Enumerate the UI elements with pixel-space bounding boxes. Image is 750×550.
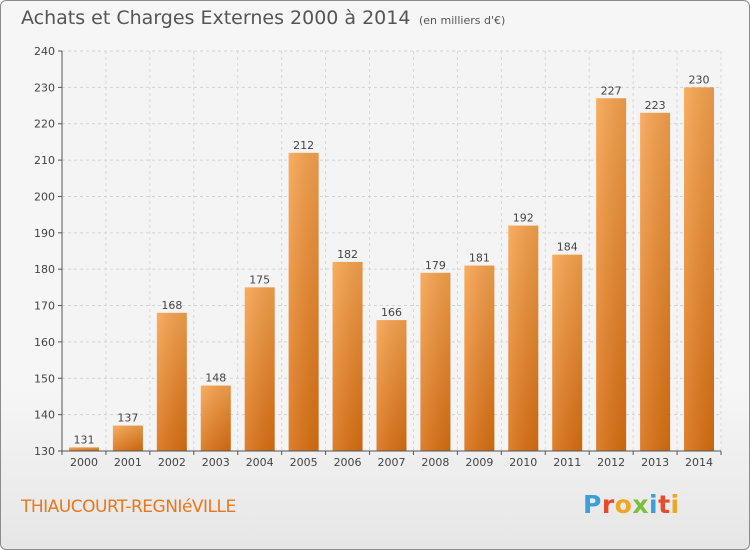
commune-name: THIAUCOURT-REGNIéVILLE bbox=[21, 497, 236, 517]
bar-shade bbox=[464, 265, 495, 451]
x-tick-label: 2000 bbox=[70, 456, 98, 469]
logo-letter: i bbox=[649, 490, 659, 519]
data-label: 137 bbox=[117, 412, 138, 425]
y-tick-label: 170 bbox=[34, 300, 55, 313]
data-label: 223 bbox=[645, 99, 666, 112]
y-tick-label: 130 bbox=[34, 445, 55, 458]
y-tick-label: 230 bbox=[34, 81, 55, 94]
y-tick-label: 150 bbox=[34, 372, 55, 385]
bar-shade bbox=[508, 225, 539, 451]
bar-shade bbox=[552, 254, 583, 451]
chart-title: Achats et Charges Externes 2000 à 2014 bbox=[21, 7, 411, 29]
data-label: 227 bbox=[601, 84, 622, 97]
data-label: 192 bbox=[513, 212, 534, 225]
bar-shade bbox=[420, 272, 451, 451]
y-tick-label: 140 bbox=[34, 409, 55, 422]
data-label: 184 bbox=[557, 241, 578, 254]
logo-letter: i bbox=[670, 490, 680, 519]
logo-letter: P bbox=[583, 490, 602, 519]
data-label: 179 bbox=[425, 259, 446, 272]
bar-shade bbox=[376, 320, 407, 451]
x-tick-label: 2009 bbox=[465, 456, 493, 469]
logo-letter: t bbox=[658, 490, 671, 519]
data-label: 181 bbox=[469, 252, 490, 265]
x-tick-label: 2002 bbox=[158, 456, 186, 469]
x-tick-label: 2014 bbox=[685, 456, 713, 469]
data-label: 148 bbox=[205, 372, 226, 385]
x-tick-label: 2008 bbox=[421, 456, 449, 469]
x-tick-label: 2001 bbox=[114, 456, 142, 469]
logo-letter: x bbox=[632, 490, 649, 519]
bar-shade bbox=[200, 385, 231, 451]
bar-shade bbox=[332, 261, 363, 451]
x-tick-label: 2010 bbox=[509, 456, 537, 469]
x-tick-label: 2005 bbox=[290, 456, 318, 469]
data-label: 166 bbox=[381, 306, 402, 319]
bar-shade bbox=[112, 425, 143, 451]
bar-shade bbox=[244, 287, 275, 451]
bar-shade bbox=[596, 98, 627, 451]
y-tick-label: 200 bbox=[34, 190, 55, 203]
logo-letter: o bbox=[614, 490, 633, 519]
y-tick-label: 180 bbox=[34, 263, 55, 276]
y-tick-label: 160 bbox=[34, 336, 55, 349]
proxiti-logo: Proxiti bbox=[583, 490, 680, 519]
bar-shade bbox=[156, 312, 187, 451]
x-tick-label: 2004 bbox=[246, 456, 274, 469]
x-tick-label: 2003 bbox=[202, 456, 230, 469]
bar-shade bbox=[684, 87, 715, 451]
data-label: 182 bbox=[337, 248, 358, 261]
x-tick-label: 2012 bbox=[597, 456, 625, 469]
x-tick-label: 2006 bbox=[334, 456, 362, 469]
bar-shade bbox=[640, 112, 671, 452]
y-tick-label: 240 bbox=[34, 45, 55, 58]
x-tick-label: 2007 bbox=[378, 456, 406, 469]
data-label: 168 bbox=[161, 299, 182, 312]
logo-letter: r bbox=[601, 490, 615, 519]
data-label: 212 bbox=[293, 139, 314, 152]
x-tick-label: 2013 bbox=[641, 456, 669, 469]
data-label: 131 bbox=[73, 433, 94, 446]
chart-unit: (en milliers d'€) bbox=[419, 14, 506, 27]
x-tick-label: 2011 bbox=[553, 456, 581, 469]
y-tick-label: 210 bbox=[34, 154, 55, 167]
bar-shade bbox=[288, 152, 319, 451]
bar-shade bbox=[68, 447, 99, 451]
y-tick-label: 190 bbox=[34, 227, 55, 240]
data-label: 230 bbox=[689, 73, 710, 86]
y-tick-label: 220 bbox=[34, 118, 55, 131]
data-label: 175 bbox=[249, 273, 270, 286]
